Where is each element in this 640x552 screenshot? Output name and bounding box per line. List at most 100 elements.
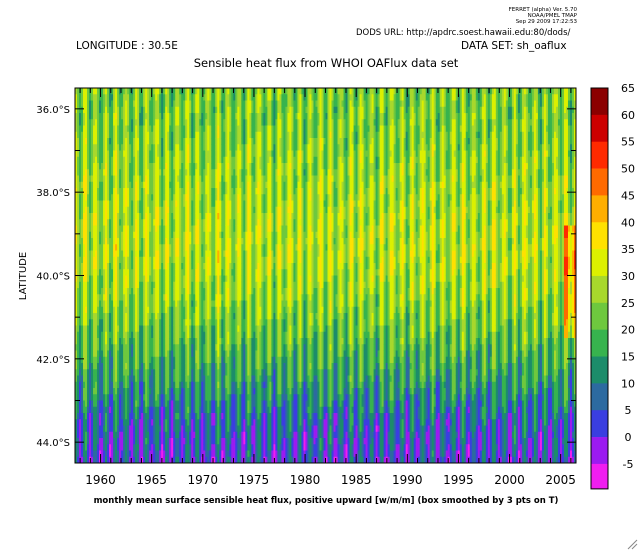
heatmap-cell [101,306,104,314]
heatmap-cell [97,225,100,233]
heatmap-cell [127,263,130,270]
heatmap-cell [117,225,120,233]
heatmap-cell [89,113,92,120]
heatmap-cell [137,100,140,108]
heatmap-cell [159,231,162,239]
heatmap-cell [97,163,100,170]
heatmap-cell [115,400,118,408]
heatmap-cell [87,419,90,426]
heatmap-cell [123,450,126,458]
heatmap-cell [135,375,138,383]
heatmap-cell [151,313,154,320]
heatmap-cell [111,281,114,289]
heatmap-cell [153,313,156,320]
heatmap-cell [147,369,150,376]
heatmap-cell [133,456,136,464]
heatmap-cell [121,275,124,283]
heatmap-cell [141,394,144,401]
heatmap-cell [117,456,120,464]
heatmap-cell [103,206,106,214]
heatmap-cell [143,413,146,420]
heatmap-cell [97,238,100,245]
heatmap-cell [135,431,138,439]
heatmap-cell [97,344,100,351]
heatmap-cell [151,88,154,95]
heatmap-cell [119,106,122,114]
heatmap-cell [85,325,88,333]
heatmap-cell [93,206,96,214]
heatmap-cell [91,181,94,189]
heatmap-cell [133,169,136,176]
heatmap-cell [127,256,130,264]
heatmap-cell [85,250,88,258]
heatmap-cell [141,350,144,358]
heatmap-cell [93,381,96,389]
heatmap-cell [125,281,128,289]
heatmap-cell [137,306,140,314]
heatmap-cell [123,394,126,401]
heatmap-cell [105,381,108,389]
heatmap-cell [127,313,130,320]
heatmap-cell [113,163,116,170]
heatmap-cell [161,94,164,101]
heatmap-cell [109,200,112,208]
heatmap-cell [157,188,160,195]
heatmap-cell [161,306,164,314]
heatmap-cell [135,231,138,239]
heatmap-cell [143,238,146,245]
heatmap-cell [105,163,108,170]
heatmap-cell [79,156,82,164]
heatmap-cell [109,313,112,320]
heatmap-cell [113,306,116,314]
heatmap-cell [143,294,146,301]
heatmap-cell [151,156,154,164]
heatmap-cell [113,350,116,358]
heatmap-cell [127,150,130,158]
heatmap-cell [79,188,82,195]
heatmap-cell [111,419,114,426]
heatmap-cell [161,138,164,145]
heatmap-cell [107,88,110,95]
heatmap-cell [149,263,152,270]
heatmap-cell [125,113,128,120]
heatmap-cell [121,425,124,433]
heatmap-cell [139,431,142,439]
heatmap-cell [89,319,92,326]
heatmap-cell [105,231,108,239]
heatmap-cell [137,413,140,420]
heatmap-cell [93,369,96,376]
heatmap-cell [149,363,152,370]
heatmap-cell [163,206,166,214]
heatmap-cell [129,131,132,139]
heatmap-cell [89,350,92,358]
heatmap-cell [81,363,84,370]
heatmap-cell [137,194,140,201]
heatmap-cell [97,175,100,183]
heatmap-cell [81,231,84,239]
heatmap-cell [85,256,88,264]
heatmap-cell [149,275,152,283]
heatmap-cell [139,269,142,276]
heatmap-cell [103,281,106,289]
heatmap-cell [137,400,140,408]
heatmap-cell [133,250,136,258]
heatmap-cell [131,100,134,108]
heatmap-cell [141,181,144,189]
heatmap-cell [123,156,126,164]
heatmap-cell [101,156,104,164]
heatmap-cell [153,425,156,433]
heatmap-cell [135,169,138,176]
heatmap-cell [89,294,92,301]
heatmap-cell [103,113,106,120]
heatmap-cell [101,456,104,464]
heatmap-cell [151,194,154,201]
heatmap-cell [129,169,132,176]
heatmap-cell [105,300,108,308]
heatmap-cell [107,175,110,183]
heatmap-cell [85,100,88,108]
heatmap-cell [77,394,80,401]
heatmap-cell [101,344,104,351]
heatmap-cell [117,369,120,376]
heatmap-cell [161,406,164,414]
heatmap-cell [119,331,122,339]
